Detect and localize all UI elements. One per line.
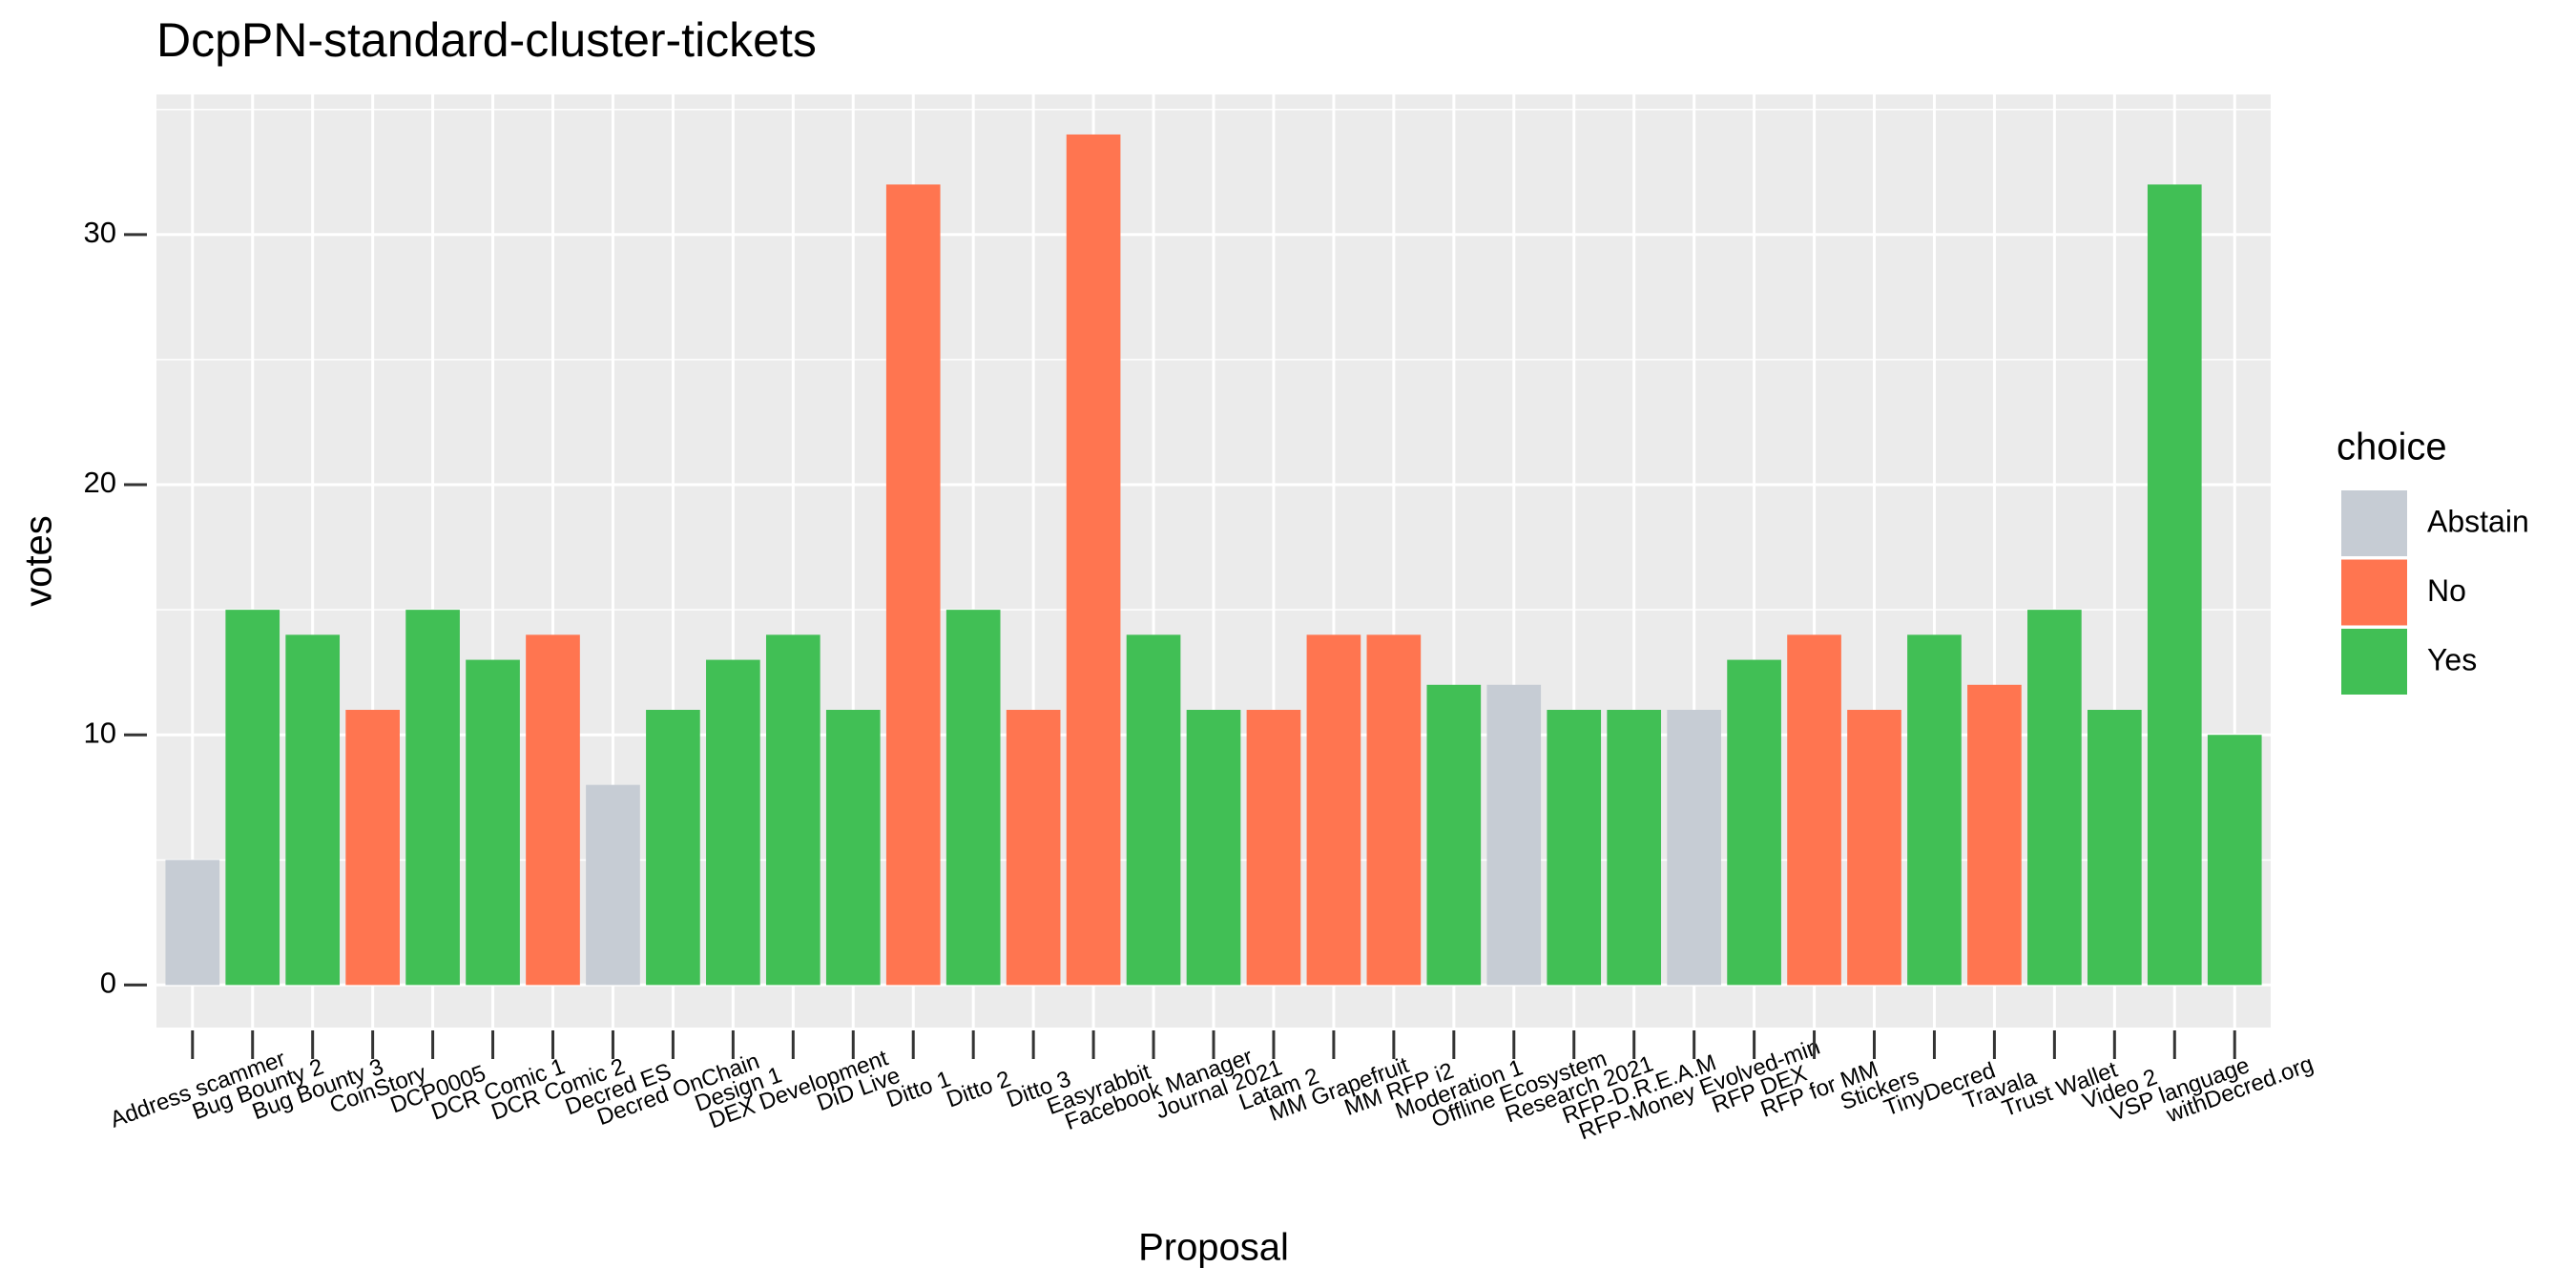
bar bbox=[1787, 634, 1841, 986]
bar bbox=[1066, 134, 1121, 986]
bar bbox=[2087, 710, 2142, 986]
bar bbox=[2207, 735, 2262, 986]
bar bbox=[586, 784, 640, 986]
bar bbox=[885, 184, 941, 986]
legend-label: Yes bbox=[2427, 642, 2477, 676]
bar bbox=[765, 634, 821, 986]
bar bbox=[646, 710, 700, 986]
bar bbox=[1847, 710, 1901, 986]
bar bbox=[1607, 710, 1662, 986]
chart-title: DcpPN-standard-cluster-tickets bbox=[156, 13, 817, 67]
legend-label: Abstain bbox=[2427, 504, 2529, 538]
legend-title: choice bbox=[2337, 426, 2447, 468]
bar bbox=[1366, 634, 1422, 986]
legend-key bbox=[2341, 629, 2407, 695]
y-tick-label: 0 bbox=[100, 966, 116, 1000]
y-tick-label: 20 bbox=[84, 466, 116, 499]
bar bbox=[1006, 710, 1061, 986]
bar bbox=[466, 659, 520, 986]
bar bbox=[706, 659, 760, 986]
bar bbox=[165, 860, 220, 986]
bar bbox=[1426, 684, 1482, 986]
bar bbox=[225, 610, 280, 986]
bar bbox=[1547, 710, 1602, 986]
bar bbox=[1967, 684, 2022, 986]
x-axis-label: Proposal bbox=[1138, 1227, 1289, 1269]
bar bbox=[526, 634, 580, 986]
y-tick-label: 10 bbox=[84, 716, 116, 749]
bar bbox=[405, 610, 460, 986]
bar bbox=[2147, 184, 2202, 986]
legend-key bbox=[2341, 559, 2407, 626]
bar bbox=[345, 710, 400, 986]
y-axis-label: votes bbox=[18, 515, 60, 607]
bar bbox=[945, 610, 1001, 986]
y-tick-label: 30 bbox=[84, 216, 116, 249]
bar bbox=[1486, 684, 1542, 986]
bar bbox=[1667, 710, 1721, 986]
bar bbox=[1306, 634, 1361, 986]
bar bbox=[1907, 634, 1962, 986]
bar bbox=[1727, 659, 1781, 986]
bar bbox=[825, 710, 881, 986]
bar bbox=[285, 634, 341, 986]
bar bbox=[1246, 710, 1301, 986]
legend-label: No bbox=[2427, 573, 2466, 608]
bar bbox=[1126, 634, 1181, 986]
bar bbox=[1186, 710, 1241, 986]
legend-key bbox=[2341, 490, 2407, 556]
bar bbox=[2027, 610, 2082, 986]
